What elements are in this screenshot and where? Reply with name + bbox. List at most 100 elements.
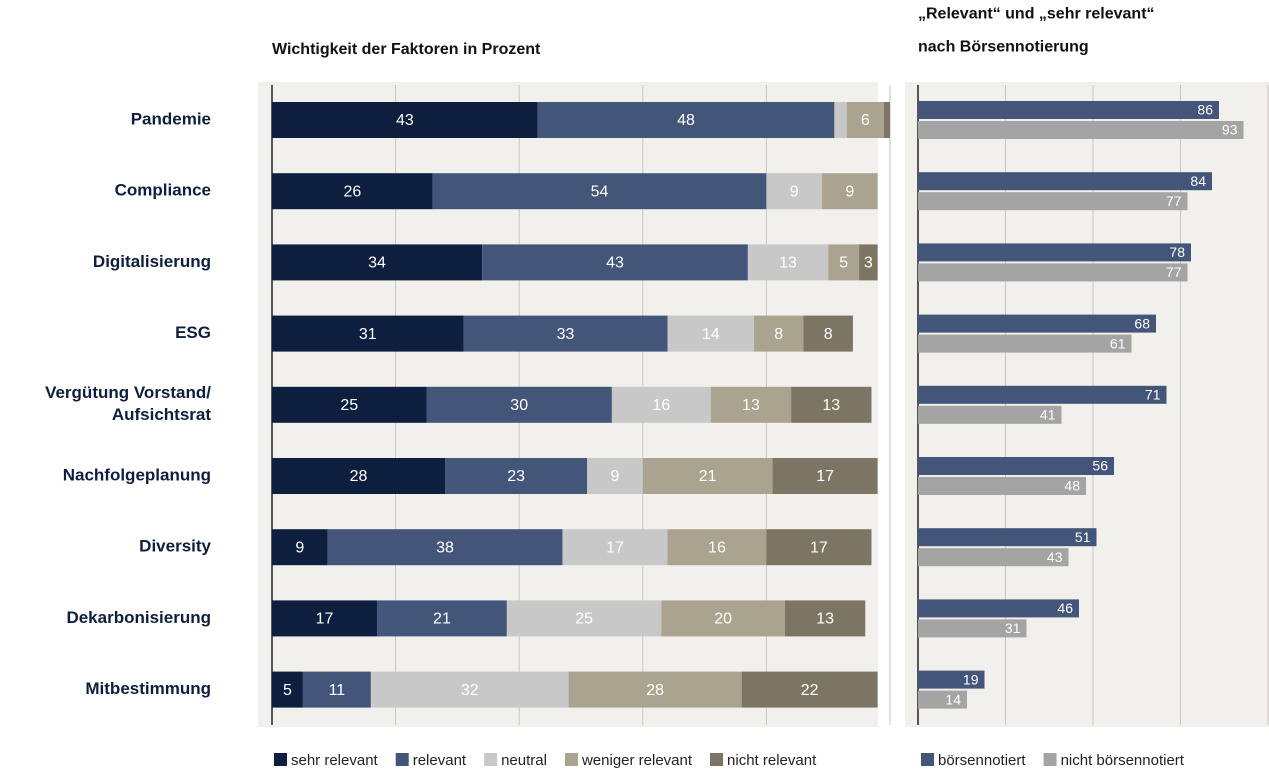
value-label: 11	[329, 682, 346, 699]
legend-swatch	[395, 753, 409, 766]
category-label: ESG	[175, 323, 211, 342]
value-label: 71	[1145, 387, 1161, 403]
value-label: 14	[945, 691, 961, 707]
value-label: 78	[1169, 244, 1185, 260]
bar-segment	[272, 458, 446, 494]
value-label: 30	[510, 397, 528, 414]
value-label: 16	[652, 397, 670, 414]
bar	[918, 619, 1027, 638]
bar-segment	[834, 102, 847, 138]
value-label: 3	[864, 255, 873, 272]
value-label: 20	[714, 611, 732, 628]
value-label: 25	[575, 611, 593, 628]
value-label: 46	[1057, 600, 1073, 616]
value-label: 77	[1166, 193, 1182, 209]
bar-segment	[667, 529, 767, 566]
bar-segment	[377, 600, 507, 637]
value-label: 17	[316, 611, 334, 628]
value-label: 28	[350, 468, 368, 485]
bar-segment	[661, 600, 785, 637]
category-label: Pandemie	[131, 109, 211, 128]
value-label: 48	[677, 112, 695, 129]
legend-label: weniger relevant	[581, 752, 693, 769]
bar-segment	[272, 671, 303, 708]
value-label: 17	[606, 539, 624, 556]
bar	[918, 121, 1244, 139]
value-label: 31	[359, 326, 377, 343]
bar-segment	[272, 600, 378, 637]
value-label: 16	[708, 539, 726, 556]
bar-segment	[766, 529, 872, 566]
bar-segment	[803, 315, 853, 352]
value-label: 43	[1047, 549, 1063, 565]
value-label: 32	[461, 682, 479, 699]
value-label: 84	[1190, 173, 1206, 189]
bar-segment	[883, 102, 890, 138]
value-label: 21	[433, 611, 451, 628]
bar-segment	[859, 244, 878, 281]
bar-segment	[272, 529, 328, 566]
bar-segment	[482, 244, 748, 281]
value-label: 25	[340, 397, 358, 414]
value-label: 56	[1092, 458, 1108, 474]
bar-segment	[710, 386, 792, 423]
bar-segment	[822, 173, 878, 210]
bar	[918, 457, 1114, 475]
bar	[918, 192, 1188, 211]
bar-segment	[772, 458, 878, 494]
bar	[918, 243, 1191, 262]
category-label: Diversity	[139, 537, 211, 556]
value-label: 9	[790, 183, 799, 200]
bar-segment	[302, 671, 371, 708]
bar-segment	[568, 671, 742, 708]
value-label: 48	[1064, 478, 1080, 494]
bar-segment	[537, 102, 835, 138]
bar-segment	[463, 315, 668, 352]
bar	[918, 477, 1086, 495]
bar-segment	[828, 244, 860, 281]
value-label: 14	[702, 326, 720, 343]
value-label: 8	[824, 326, 833, 343]
bar	[918, 548, 1069, 567]
category-label: Mitbestimmung	[85, 679, 211, 698]
legend-swatch	[484, 753, 498, 766]
bar-segment	[272, 173, 433, 210]
bar-segment	[426, 386, 612, 423]
bar	[918, 599, 1079, 618]
bar-segment	[272, 102, 538, 138]
value-label: 5	[283, 682, 292, 699]
bar-segment	[506, 600, 662, 637]
value-label: 22	[801, 682, 819, 699]
value-label: 33	[557, 326, 575, 343]
category-label: Compliance	[115, 181, 211, 200]
value-label: 61	[1110, 335, 1126, 351]
bar	[918, 385, 1167, 404]
value-label: 28	[646, 682, 664, 699]
value-label: 9	[845, 183, 854, 200]
legend-label: neutral	[501, 752, 547, 769]
category-label: Vergütung Vorstand/Aufsichtsrat	[45, 383, 211, 424]
bar-segment	[587, 458, 643, 494]
bar-segment	[272, 386, 427, 423]
category-label: Digitalisierung	[93, 252, 211, 271]
value-label: 38	[436, 539, 454, 556]
legend-label: nicht relevant	[727, 752, 817, 769]
value-label: 17	[816, 468, 834, 485]
bar	[918, 263, 1188, 282]
value-label: 54	[591, 183, 609, 200]
value-label: 51	[1075, 529, 1091, 545]
value-label: 43	[606, 255, 624, 272]
value-label: 21	[699, 468, 717, 485]
value-label: 9	[295, 539, 304, 556]
bar-segment	[667, 315, 755, 352]
legend-label: sehr relevant	[291, 752, 379, 769]
legend-swatch	[921, 753, 934, 766]
value-label: 13	[822, 397, 840, 414]
value-label: 6	[861, 112, 870, 129]
bar	[918, 405, 1062, 424]
value-label: 8	[774, 326, 783, 343]
value-label: 13	[742, 397, 760, 414]
bar	[918, 172, 1212, 191]
chart-title: „Relevant“ und „sehr relevant“ nach Börse…	[918, 6, 1155, 56]
